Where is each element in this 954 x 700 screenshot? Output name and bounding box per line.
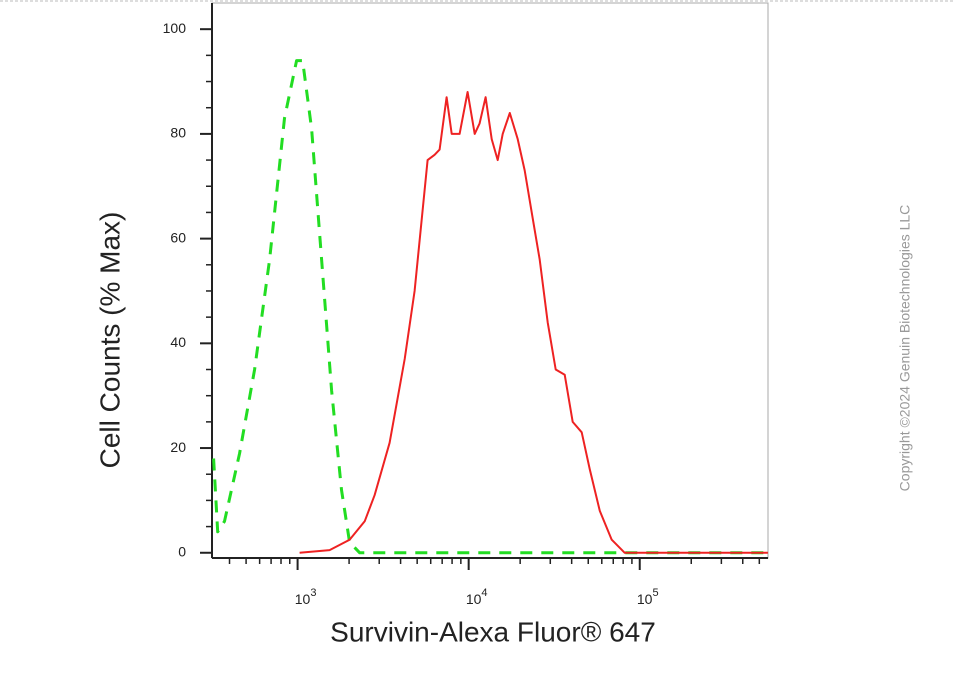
x-tick-exponent: 4 xyxy=(481,587,487,599)
y-tick-label: 20 xyxy=(170,439,186,455)
series-line xyxy=(212,59,768,555)
x-tick-label: 105 xyxy=(637,587,659,607)
y-tick-label: 100 xyxy=(163,20,187,36)
plot-frame xyxy=(211,2,769,559)
x-tick-base: 10 xyxy=(466,591,482,607)
x-tick-label: 103 xyxy=(295,587,317,607)
y-tick-label: 0 xyxy=(178,543,186,559)
y-tick-label: 40 xyxy=(170,334,186,350)
x-tick-base: 10 xyxy=(637,591,653,607)
x-tick-base: 10 xyxy=(295,591,311,607)
x-tick-label: 104 xyxy=(466,587,488,607)
x-tick-exponent: 3 xyxy=(310,587,316,599)
x-tick-exponent: 5 xyxy=(652,587,658,599)
x-axis-title: Survivin-Alexa Fluor® 647 xyxy=(330,616,656,647)
y-tick-label: 80 xyxy=(170,125,186,141)
series-line xyxy=(299,91,768,554)
y-tick-label: 60 xyxy=(170,229,186,245)
copyright: Copyright ©2024 Genuin Biotechnologies L… xyxy=(897,205,913,492)
y-axis-title: Cell Counts (% Max) xyxy=(94,212,125,469)
